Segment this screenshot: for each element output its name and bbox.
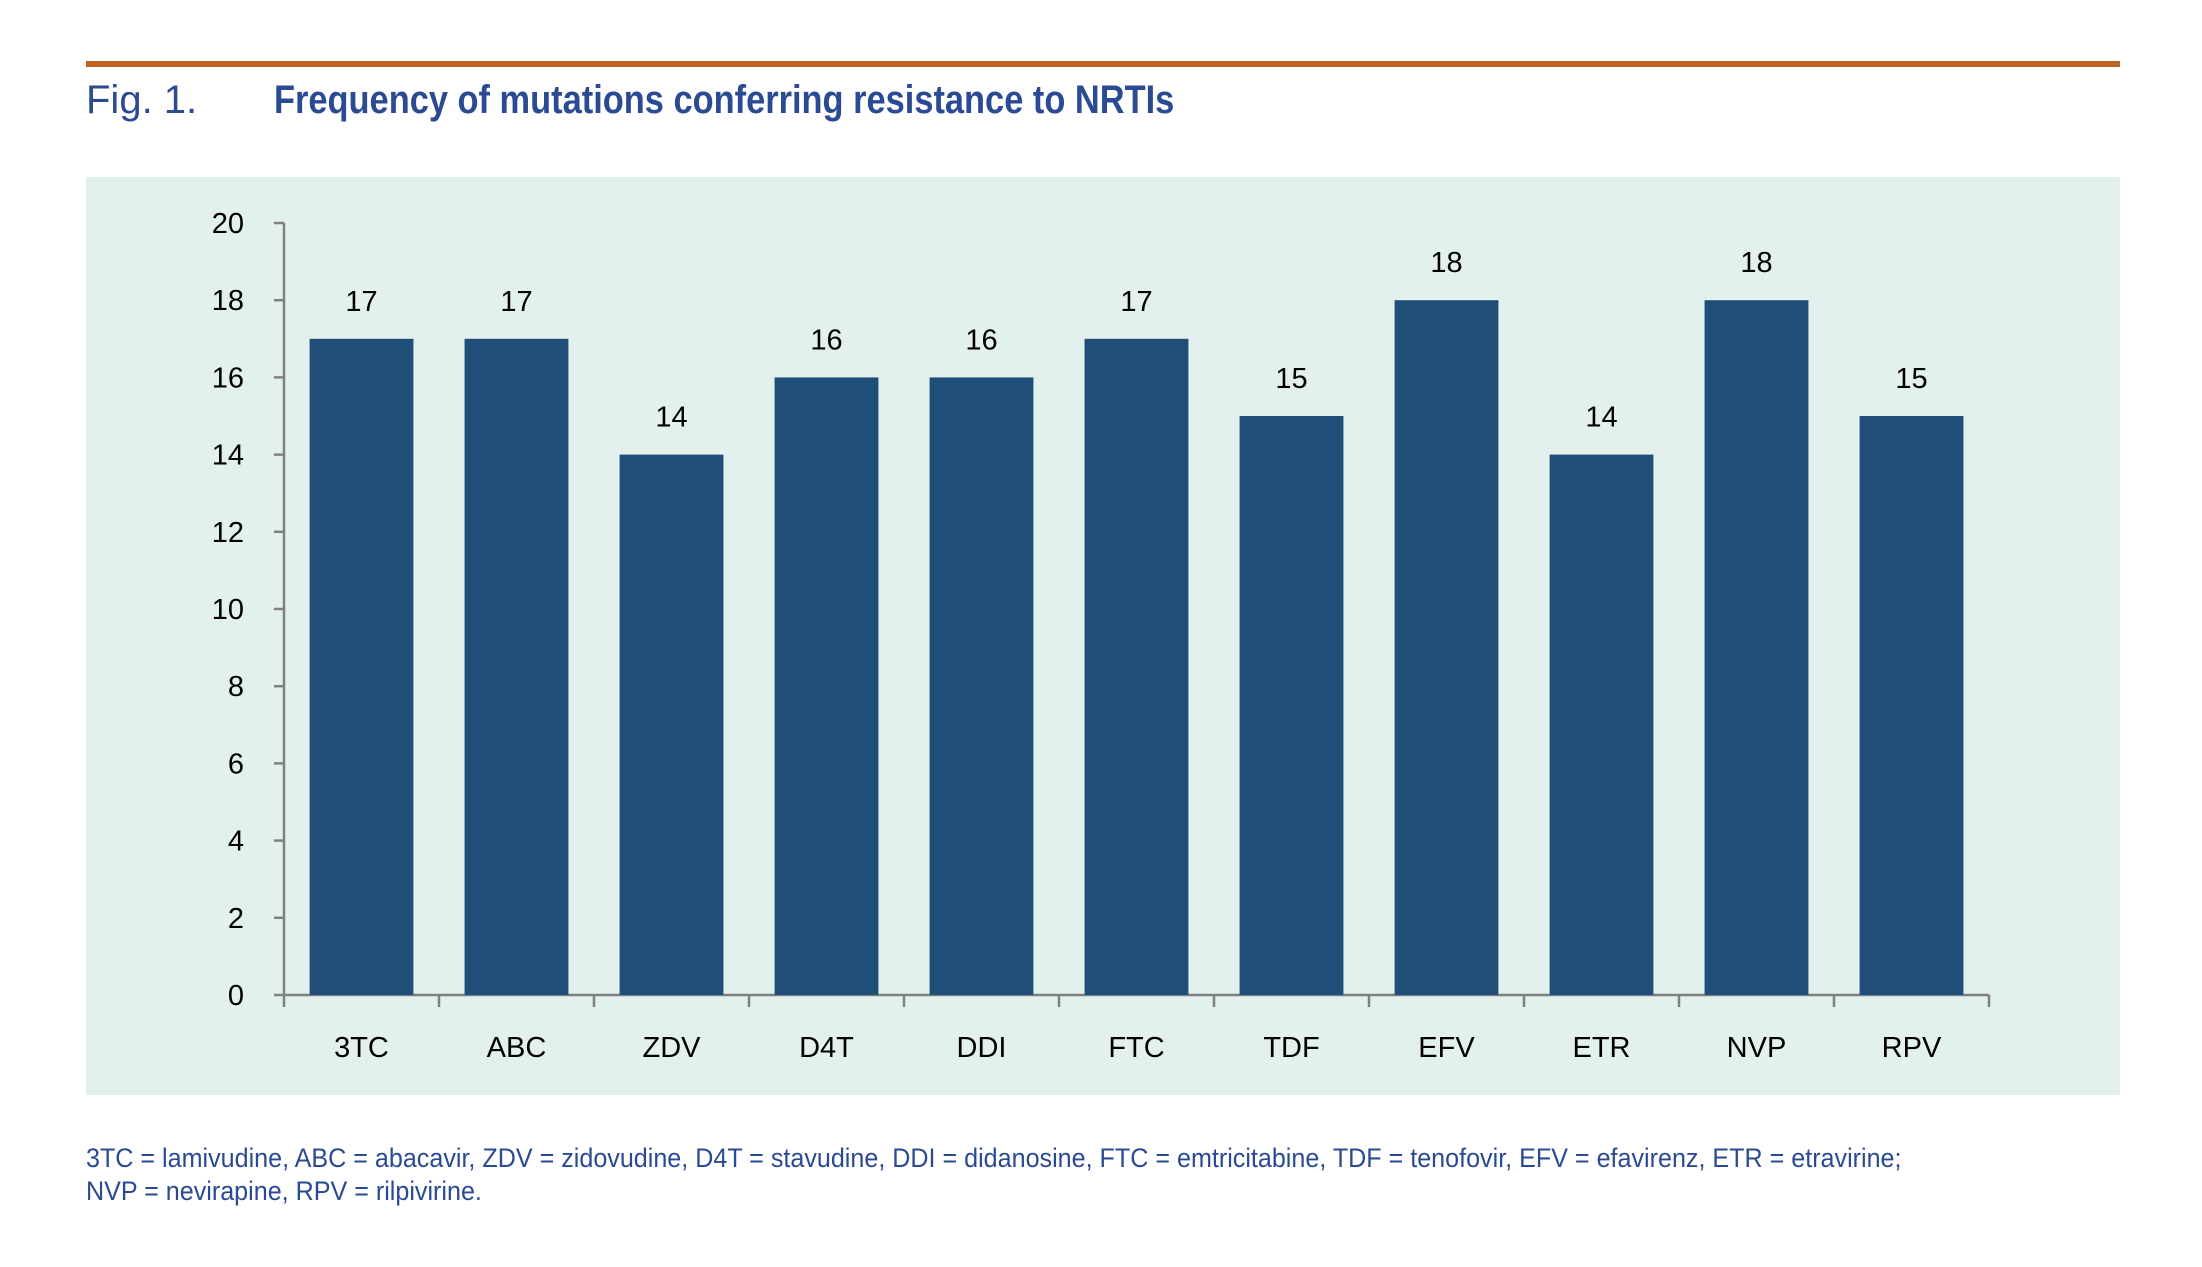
data-label: 17 [1120, 286, 1152, 318]
y-tick-label: 10 [212, 594, 244, 626]
y-tick-label: 8 [228, 671, 244, 703]
data-label: 16 [810, 324, 842, 356]
bar-nvp [1704, 300, 1809, 995]
data-label: 18 [1430, 247, 1462, 279]
x-category-label: ABC [487, 1032, 547, 1064]
x-axis: 3TC ABC ZDV D4T DDI FTC TDF EFV ETR NVP RPV [282, 993, 1991, 1064]
x-category-label: RPV [1882, 1032, 1942, 1064]
data-labels: 17 17 14 16 16 17 15 18 14 18 15 [345, 247, 1927, 433]
bar-rpv [1859, 416, 1964, 995]
data-label: 17 [345, 286, 377, 318]
y-tick-label: 6 [228, 748, 244, 780]
x-category-label: 3TC [334, 1032, 389, 1064]
y-tick-label: 12 [212, 517, 244, 549]
footnote: 3TC = lamivudine, ABC = abacavir, ZDV = … [86, 1142, 1983, 1208]
bar-abc [464, 338, 569, 995]
chart-panel: 0 2 4 6 8 10 12 14 16 18 20 3TC ABC ZDV D4T DDI FTC TDF E… [86, 177, 2120, 1095]
footnote-line-1: 3TC = lamivudine, ABC = abacavir, ZDV = … [86, 1143, 1902, 1173]
data-label: 14 [1585, 402, 1617, 434]
y-tick-label: 18 [212, 285, 244, 317]
x-category-label: NVP [1727, 1032, 1787, 1064]
header-rule [86, 61, 2120, 67]
bar-etr [1549, 454, 1654, 996]
y-tick-label: 16 [212, 362, 244, 394]
x-category-label: ETR [1573, 1032, 1631, 1064]
x-category-label: DDI [957, 1032, 1007, 1064]
x-category-label: ZDV [643, 1032, 702, 1064]
y-tick-label: 20 [212, 208, 244, 240]
bar-d4t [774, 377, 879, 995]
bar-efv [1394, 300, 1499, 995]
data-label: 17 [500, 286, 532, 318]
figure-label: Fig. 1. [86, 78, 198, 122]
data-label: 15 [1275, 363, 1307, 395]
bar-zdv [619, 454, 724, 996]
figure-title: Frequency of mutations conferring resist… [274, 78, 1175, 122]
data-label: 14 [655, 402, 687, 434]
bars [309, 300, 1964, 996]
bar-chart: 0 2 4 6 8 10 12 14 16 18 20 3TC ABC ZDV D4T DDI FTC TDF E… [212, 208, 1991, 1064]
x-category-label: TDF [1263, 1032, 1319, 1064]
bar-ddi [929, 377, 1034, 995]
x-category-label: EFV [1418, 1032, 1475, 1064]
bar-tdf [1239, 416, 1344, 995]
bar-3tc [309, 338, 414, 995]
data-label: 18 [1740, 247, 1772, 279]
y-tick-label: 0 [228, 980, 244, 1012]
bar-ftc [1084, 338, 1189, 995]
y-axis: 0 2 4 6 8 10 12 14 16 18 20 [212, 208, 286, 1012]
x-category-label: FTC [1108, 1032, 1164, 1064]
data-label: 15 [1895, 363, 1927, 395]
data-label: 16 [965, 324, 997, 356]
y-tick-label: 4 [228, 826, 244, 858]
x-category-label: D4T [799, 1032, 854, 1064]
y-tick-label: 14 [212, 440, 244, 472]
y-tick-label: 2 [228, 903, 244, 935]
footnote-line-2: NVP = nevirapine, RPV = rilpivirine. [86, 1176, 482, 1206]
